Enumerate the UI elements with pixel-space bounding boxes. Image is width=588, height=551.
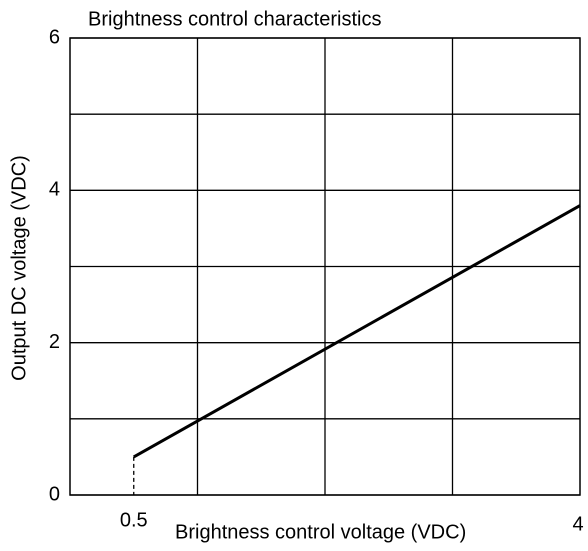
x-tick-label: 4 bbox=[572, 513, 583, 535]
line bbox=[133, 204, 581, 459]
y-axis-label: Output DC voltage (VDC) bbox=[8, 155, 30, 381]
chart-title: Brightness control characteristics bbox=[88, 8, 381, 30]
x-axis-label: Brightness control voltage (VDC) bbox=[175, 521, 466, 543]
y-tick-label: 6 bbox=[49, 26, 60, 48]
plot-frame bbox=[69, 37, 581, 496]
y-tick-label: 0 bbox=[49, 483, 60, 505]
y-tick-label: 2 bbox=[49, 331, 60, 353]
y-tick-label: 4 bbox=[49, 179, 60, 201]
x-tick-label: 0.5 bbox=[120, 509, 148, 531]
